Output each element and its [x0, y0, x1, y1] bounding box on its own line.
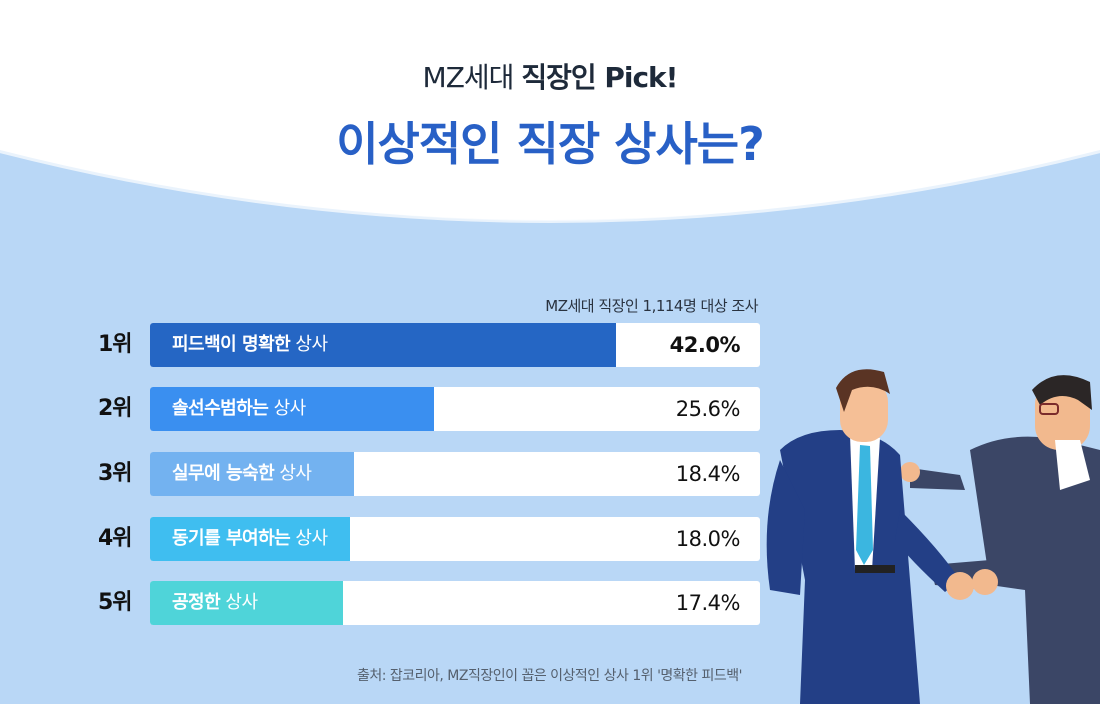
- subtitle-prefix: MZ세대: [422, 61, 515, 94]
- subtitle-bold: 직장인 Pick!: [521, 61, 678, 94]
- bar-row-5: 5위 공정한 상사 17.4%: [98, 581, 760, 625]
- bar-row-2: 2위 솔선수범하는 상사 25.6%: [98, 387, 760, 431]
- bar-category-label: 동기를 부여하는 상사: [172, 528, 328, 549]
- bar-track: 피드백이 명확한 상사 42.0%: [150, 323, 760, 367]
- rank-label: 1위: [98, 332, 133, 357]
- bar-category-label: 피드백이 명확한 상사: [172, 334, 328, 355]
- handshake-illustration: [766, 369, 1100, 704]
- bar-value-label: 25.6%: [675, 397, 741, 421]
- bar-row-1: 1위 피드백이 명확한 상사 42.0%: [98, 323, 760, 367]
- bar-fill: [150, 323, 616, 367]
- page-subtitle: MZ세대 직장인 Pick!: [0, 56, 1100, 96]
- bar-row-4: 4위 동기를 부여하는 상사 18.0%: [98, 517, 760, 561]
- survey-note: MZ세대 직장인 1,114명 대상 조사: [545, 297, 758, 315]
- bar-category-label: 솔선수범하는 상사: [172, 398, 306, 419]
- bar-fill: [150, 517, 350, 561]
- bar-fill: [150, 452, 355, 496]
- bar-value-label: 18.0%: [675, 527, 741, 551]
- bar-value-label: 42.0%: [669, 333, 741, 357]
- bar-fill: [150, 581, 343, 625]
- rank-label: 2위: [98, 396, 133, 421]
- rank-label: 4위: [98, 526, 133, 551]
- bar-fill: [150, 387, 434, 431]
- bar-value-label: 17.4%: [675, 591, 741, 615]
- bar-track: 동기를 부여하는 상사 18.0%: [150, 517, 760, 561]
- rank-label: 5위: [98, 590, 133, 615]
- bar-track: 실무에 능숙한 상사 18.4%: [150, 452, 760, 496]
- bar-category-label: 실무에 능숙한 상사: [172, 463, 312, 484]
- bar-value-label: 18.4%: [675, 462, 741, 486]
- source-note: 출처: 잡코리아, MZ직장인이 꼽은 이상적인 상사 1위 '명확한 피드백': [356, 668, 743, 684]
- rank-label: 3위: [98, 461, 133, 486]
- bar-row-3: 3위 실무에 능숙한 상사 18.4%: [98, 452, 760, 496]
- bar-track: 공정한 상사 17.4%: [150, 581, 760, 625]
- bar-track: 솔선수범하는 상사 25.6%: [150, 387, 760, 431]
- bar-category-label: 공정한 상사: [172, 592, 258, 613]
- page-title: 이상적인 직장 상사는?: [336, 117, 765, 171]
